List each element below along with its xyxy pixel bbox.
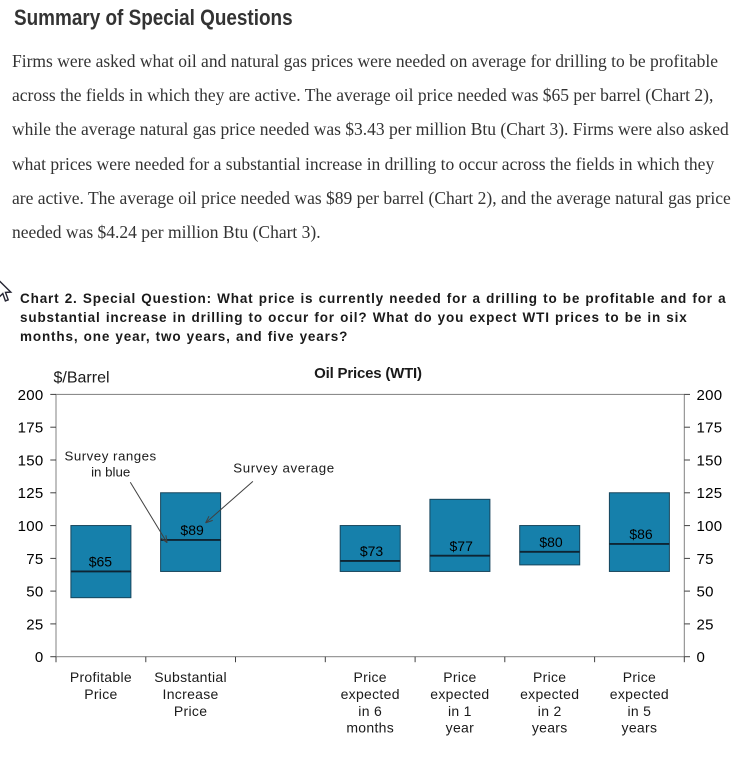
svg-text:year: year [446,719,474,735]
svg-text:in 1: in 1 [448,703,472,719]
svg-text:50: 50 [697,584,714,601]
svg-text:Price: Price [443,669,476,685]
svg-text:years: years [622,719,658,735]
svg-text:25: 25 [26,616,43,633]
svg-text:$/Barrel: $/Barrel [54,369,110,386]
svg-text:in 6: in 6 [358,703,382,719]
svg-text:Oil Prices (WTI): Oil Prices (WTI) [314,365,422,382]
svg-text:Increase: Increase [163,686,219,702]
svg-text:125: 125 [697,485,723,502]
svg-text:150: 150 [697,452,723,469]
svg-text:125: 125 [18,485,44,502]
svg-text:0: 0 [35,649,44,666]
svg-text:in 5: in 5 [628,703,652,719]
svg-text:200: 200 [697,387,723,404]
svg-text:expected: expected [430,686,489,702]
svg-text:$65: $65 [89,554,113,570]
svg-text:Price: Price [533,669,566,685]
svg-text:Substantial: Substantial [154,669,227,685]
svg-text:Survey ranges: Survey ranges [64,449,156,464]
svg-text:75: 75 [26,551,43,568]
svg-text:150: 150 [18,452,44,469]
svg-text:25: 25 [697,616,714,633]
svg-text:in 2: in 2 [538,703,562,719]
svg-text:100: 100 [18,518,44,535]
svg-text:200: 200 [18,387,44,404]
svg-text:Price: Price [353,669,386,685]
svg-text:in blue: in blue [91,465,130,480]
svg-text:expected: expected [341,686,400,702]
svg-text:expected: expected [610,686,669,702]
svg-text:Survey average: Survey average [233,460,335,475]
svg-text:175: 175 [18,420,44,437]
svg-text:Price: Price [174,703,207,719]
svg-text:years: years [532,719,568,735]
svg-text:$77: $77 [450,538,474,554]
svg-text:Profitable: Profitable [70,669,132,685]
svg-text:$89: $89 [180,522,204,538]
svg-text:$80: $80 [539,534,563,550]
svg-text:Price: Price [84,686,117,702]
svg-text:0: 0 [697,649,706,666]
svg-text:$73: $73 [360,543,384,559]
svg-text:Price: Price [623,669,656,685]
svg-text:$86: $86 [629,526,653,542]
svg-text:months: months [346,719,394,735]
svg-text:50: 50 [26,584,43,601]
svg-text:75: 75 [697,551,714,568]
svg-text:175: 175 [697,420,723,437]
svg-text:100: 100 [697,518,723,535]
svg-text:expected: expected [520,686,579,702]
